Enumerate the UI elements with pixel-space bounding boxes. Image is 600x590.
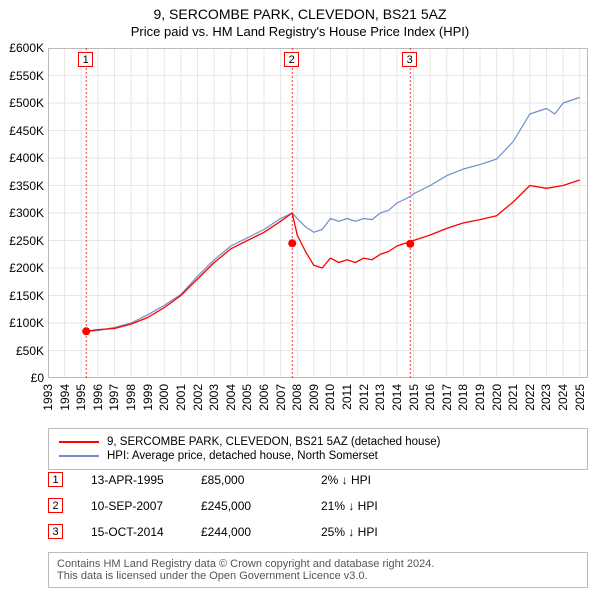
x-tick-label: 2001 bbox=[174, 384, 188, 411]
y-tick-label: £0 bbox=[0, 371, 44, 385]
x-tick-label: 2016 bbox=[423, 384, 437, 411]
chart-subtitle: Price paid vs. HM Land Registry's House … bbox=[0, 22, 600, 39]
sale-row-2: 2 10-SEP-2007£245,00021% ↓ HPI bbox=[48, 498, 421, 513]
x-tick-label: 2017 bbox=[440, 384, 454, 411]
x-tick-label: 2005 bbox=[240, 384, 254, 411]
sale-row-1: 1 13-APR-1995£85,0002% ↓ HPI bbox=[48, 472, 421, 487]
legend-label-price-paid: 9, SERCOMBE PARK, CLEVEDON, BS21 5AZ (de… bbox=[107, 436, 440, 448]
x-tick-label: 2000 bbox=[157, 384, 171, 411]
sale-date: 10-SEP-2007 bbox=[91, 499, 201, 513]
x-tick-label: 2003 bbox=[207, 384, 221, 411]
x-tick-label: 1996 bbox=[91, 384, 105, 411]
sale-hpi: 21% ↓ HPI bbox=[321, 499, 421, 513]
footer-line-1: Contains HM Land Registry data © Crown c… bbox=[57, 558, 579, 570]
x-tick-label: 2022 bbox=[523, 384, 537, 411]
x-tick-label: 2020 bbox=[490, 384, 504, 411]
chart-svg bbox=[48, 48, 588, 378]
y-tick-label: £100K bbox=[0, 316, 44, 330]
x-tick-label: 1993 bbox=[41, 384, 55, 411]
legend-row-price-paid: 9, SERCOMBE PARK, CLEVEDON, BS21 5AZ (de… bbox=[59, 435, 577, 449]
sale-marker-1: 1 bbox=[78, 52, 93, 67]
x-tick-label: 2018 bbox=[456, 384, 470, 411]
sale-price: £245,000 bbox=[201, 499, 321, 513]
x-tick-label: 2024 bbox=[556, 384, 570, 411]
x-tick-label: 2006 bbox=[257, 384, 271, 411]
sale-date: 15-OCT-2014 bbox=[91, 525, 201, 539]
plot-area bbox=[48, 48, 588, 378]
x-tick-label: 2015 bbox=[407, 384, 421, 411]
chart-title: 9, SERCOMBE PARK, CLEVEDON, BS21 5AZ bbox=[0, 0, 600, 22]
sale-price: £244,000 bbox=[201, 525, 321, 539]
x-tick-label: 2007 bbox=[274, 384, 288, 411]
x-tick-label: 2014 bbox=[390, 384, 404, 411]
x-tick-label: 2023 bbox=[539, 384, 553, 411]
footer-line-2: This data is licensed under the Open Gov… bbox=[57, 570, 579, 582]
sale-marker-inline-2: 2 bbox=[48, 498, 63, 513]
x-tick-label: 2002 bbox=[191, 384, 205, 411]
legend-swatch-hpi bbox=[59, 455, 99, 457]
sale-marker-2: 2 bbox=[284, 52, 299, 67]
sale-marker-inline-3: 3 bbox=[48, 524, 63, 539]
sale-marker-inline-1: 1 bbox=[48, 472, 63, 487]
y-tick-label: £200K bbox=[0, 261, 44, 275]
x-tick-label: 2010 bbox=[323, 384, 337, 411]
x-tick-label: 1997 bbox=[107, 384, 121, 411]
legend-box: 9, SERCOMBE PARK, CLEVEDON, BS21 5AZ (de… bbox=[48, 428, 588, 470]
sale-hpi: 2% ↓ HPI bbox=[321, 473, 421, 487]
y-tick-label: £150K bbox=[0, 289, 44, 303]
y-tick-label: £250K bbox=[0, 234, 44, 248]
y-tick-label: £500K bbox=[0, 96, 44, 110]
x-tick-label: 2025 bbox=[573, 384, 587, 411]
y-tick-label: £450K bbox=[0, 124, 44, 138]
legend-swatch-price-paid bbox=[59, 441, 99, 443]
x-tick-label: 2021 bbox=[506, 384, 520, 411]
sale-hpi: 25% ↓ HPI bbox=[321, 525, 421, 539]
x-tick-label: 2013 bbox=[373, 384, 387, 411]
x-tick-label: 2009 bbox=[307, 384, 321, 411]
y-tick-label: £50K bbox=[0, 344, 44, 358]
x-tick-label: 1994 bbox=[58, 384, 72, 411]
x-tick-label: 1999 bbox=[141, 384, 155, 411]
footer-box: Contains HM Land Registry data © Crown c… bbox=[48, 552, 588, 588]
sale-row-3: 3 15-OCT-2014£244,00025% ↓ HPI bbox=[48, 524, 421, 539]
legend-label-hpi: HPI: Average price, detached house, Nort… bbox=[107, 450, 378, 462]
x-tick-label: 2011 bbox=[340, 384, 354, 410]
x-tick-label: 1998 bbox=[124, 384, 138, 411]
sale-date: 13-APR-1995 bbox=[91, 473, 201, 487]
sale-marker-3: 3 bbox=[402, 52, 417, 67]
y-tick-label: £300K bbox=[0, 206, 44, 220]
sale-price: £85,000 bbox=[201, 473, 321, 487]
x-tick-label: 2008 bbox=[290, 384, 304, 411]
y-tick-label: £550K bbox=[0, 69, 44, 83]
y-tick-label: £350K bbox=[0, 179, 44, 193]
x-tick-label: 2019 bbox=[473, 384, 487, 411]
x-tick-label: 2012 bbox=[357, 384, 371, 411]
legend-row-hpi: HPI: Average price, detached house, Nort… bbox=[59, 449, 577, 463]
y-tick-label: £400K bbox=[0, 151, 44, 165]
x-tick-label: 1995 bbox=[74, 384, 88, 411]
y-tick-label: £600K bbox=[0, 41, 44, 55]
x-tick-label: 2004 bbox=[224, 384, 238, 411]
